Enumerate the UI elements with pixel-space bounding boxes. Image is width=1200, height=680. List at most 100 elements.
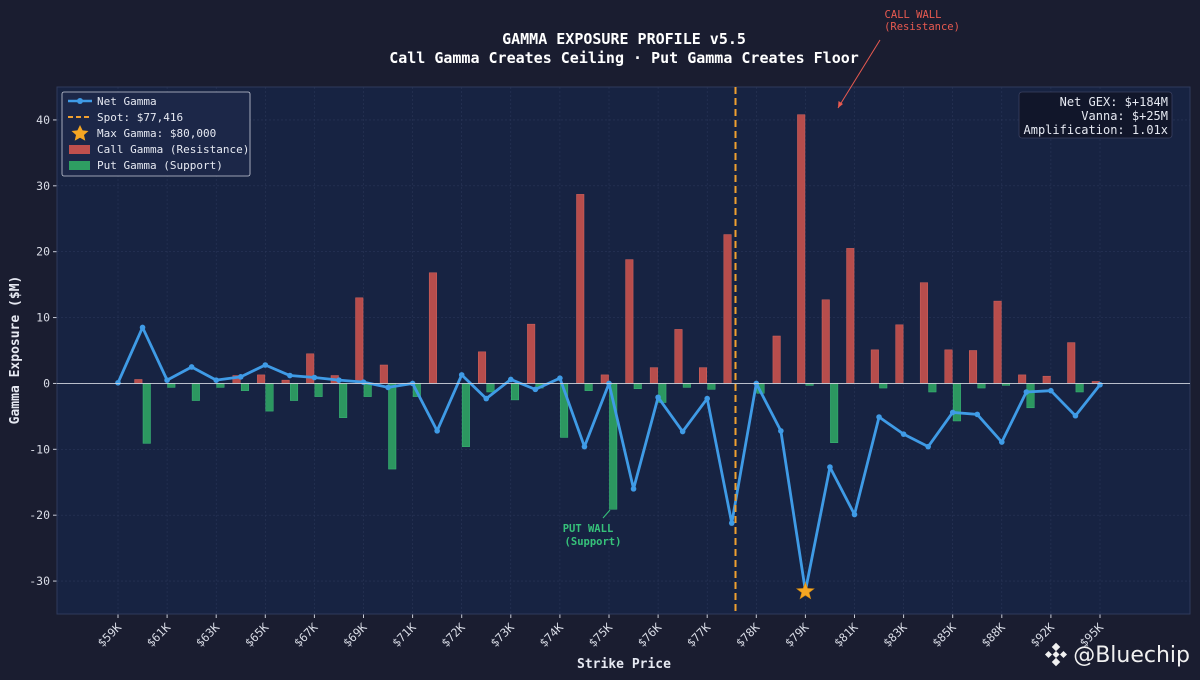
put-gamma-bar: [240, 383, 249, 391]
call-gamma-bar: [969, 350, 978, 384]
call-gamma-bar: [355, 297, 364, 384]
put-gamma-bar: [511, 383, 519, 401]
call-wall-annotation-line1: CALL WALL: [885, 9, 942, 21]
call-gamma-bar: [1018, 374, 1027, 384]
call-gamma-bar: [527, 323, 536, 384]
info-amplification: Amplification: 1.01x: [1024, 123, 1169, 137]
net-gamma-point: [360, 379, 367, 385]
legend-star-icon: [71, 125, 89, 141]
put-gamma-bar: [339, 383, 348, 418]
x-tick-label: $71K: [389, 620, 419, 650]
x-tick-label: $77K: [684, 620, 714, 650]
put-gamma-bar: [879, 383, 888, 389]
call-gamma-bar: [1042, 375, 1051, 384]
watermark: @Bluechip: [1043, 642, 1190, 668]
call-gamma-bar: [1067, 342, 1076, 384]
net-gamma-point: [237, 374, 244, 380]
put-gamma-bar: [928, 383, 937, 393]
put-gamma-bar: [486, 383, 495, 393]
net-gamma-point: [188, 364, 195, 370]
call-gamma-bar: [625, 259, 634, 384]
binance-logo-icon: [1045, 642, 1068, 667]
net-gamma-point: [851, 511, 858, 518]
legend-net-gamma-marker: [77, 98, 83, 104]
put-gamma-bar: [633, 383, 642, 389]
put-gamma-bar: [142, 383, 151, 444]
x-tick-label: $74K: [537, 620, 567, 650]
net-gamma-point: [1097, 381, 1103, 388]
x-tick-label: $75K: [586, 620, 616, 650]
net-gamma-point: [287, 372, 293, 379]
net-gamma-point: [827, 464, 833, 470]
net-gamma-point: [1023, 389, 1030, 395]
net-gamma-point: [311, 374, 318, 381]
put-gamma-bar: [707, 383, 716, 390]
call-gamma-bar: [379, 364, 388, 384]
bars-group: [134, 114, 1100, 510]
call-gamma-bar: [257, 374, 266, 384]
call-gamma-bar: [919, 282, 928, 384]
call-gamma-bar: [674, 329, 683, 384]
call-gamma-bar: [723, 234, 732, 384]
info-net-gex: Net GEX: $+184M: [1060, 95, 1168, 109]
put-gamma-bar: [363, 383, 372, 397]
legend: Net Gamma Spot: $77,416 Max Gamma: $80,0…: [61, 91, 251, 177]
net-gamma-point: [704, 395, 710, 402]
net-gamma-point: [1072, 412, 1079, 419]
call-gamma-bar: [699, 367, 707, 384]
y-axis-label: Gamma Exposure ($M): [8, 276, 23, 425]
call-gamma-bar: [134, 379, 143, 384]
put-gamma-bar: [191, 383, 200, 401]
net-gamma-point: [336, 377, 342, 383]
net-gamma-point: [115, 379, 121, 386]
call-gamma-bar: [772, 335, 781, 384]
call-gamma-bar: [944, 349, 953, 384]
put-gamma-bar: [290, 383, 299, 401]
net-gamma-point: [557, 375, 563, 381]
call-gamma-bar: [846, 248, 855, 384]
put-wall-annotation-line1: PUT WALL: [563, 523, 614, 535]
call-wall-arrowhead: [838, 101, 843, 108]
net-gamma-point: [581, 443, 588, 450]
call-wall-arrow: [837, 39, 881, 109]
net-gamma-point: [483, 395, 490, 402]
call-gamma-bar: [649, 367, 658, 384]
y-tick-label: 0: [43, 376, 50, 390]
call-gamma-bar: [993, 300, 1002, 384]
net-gamma-point: [925, 443, 931, 450]
put-gamma-bar: [216, 383, 225, 388]
net-gamma-point: [508, 376, 514, 383]
put-wall-arrow: [602, 509, 611, 519]
info-vanna: Vanna: $+25M: [1081, 109, 1168, 123]
net-gamma-point: [385, 384, 391, 391]
legend-spot-label: Spot: $77,416: [97, 111, 183, 124]
net-gamma-point: [630, 486, 637, 492]
call-gamma-bar: [478, 351, 487, 384]
max-gamma-star-icon: [795, 581, 815, 600]
x-tick-label: $61K: [144, 620, 174, 650]
net-gamma-point: [164, 377, 170, 383]
y-tick-label: 20: [36, 245, 50, 259]
call-gamma-bar: [870, 349, 879, 384]
legend-max-gamma-label: Max Gamma: $80,000: [97, 127, 216, 140]
net-gamma-point: [213, 377, 219, 383]
x-tick-label: $76K: [635, 620, 665, 650]
y-tick-label: 30: [36, 179, 50, 193]
put-gamma-bar: [977, 383, 986, 389]
net-gamma-point: [900, 431, 907, 437]
y-tick-label: -30: [29, 574, 50, 588]
x-tick-label: $81K: [831, 620, 861, 650]
net-gamma-point: [728, 520, 735, 526]
put-gamma-bar: [952, 383, 961, 422]
put-gamma-bar: [314, 383, 323, 397]
net-gamma-point: [778, 428, 784, 434]
net-gamma-point: [434, 428, 440, 434]
net-gamma-point: [949, 409, 956, 416]
x-tick-label: $78K: [733, 620, 763, 650]
x-tick-label: $63K: [193, 620, 223, 650]
x-tick-label: $79K: [782, 620, 812, 650]
legend-call-label: Call Gamma (Resistance): [97, 143, 249, 156]
x-tick-label: $67K: [291, 620, 321, 650]
net-gamma-point: [139, 324, 146, 331]
